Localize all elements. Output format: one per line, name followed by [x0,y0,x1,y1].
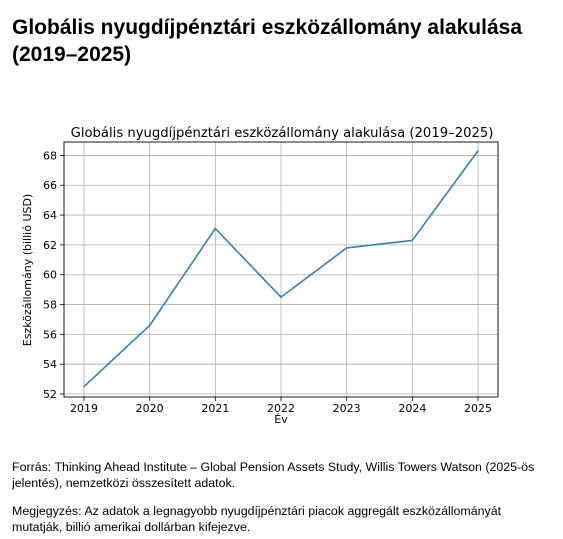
y-tick-label: 54 [43,358,57,371]
data-point [83,385,85,388]
page-heading: Globális nyugdíjpénztári eszközállomány … [12,14,552,68]
remark-note: Megjegyzés: Az adatok a legnagyobb nyugd… [12,504,502,534]
data-point [345,247,348,249]
data-point [411,239,414,242]
y-tick-label: 68 [43,149,57,162]
y-tick-label: 56 [43,328,57,341]
series-layer [83,150,479,388]
page-heading-line1: Globális nyugdíjpénztári eszközállomány … [12,16,522,39]
grid-lines [64,142,498,397]
x-tick-label: 2024 [398,402,426,415]
axis-ticks: 2019 2020 2021 2022 2023 2024 2025 52 54 56 58 60 62… [43,149,492,415]
y-tick-label: 58 [43,299,57,312]
y-axis-label: Eszközállomány (billió USD) [21,194,34,346]
x-axis-label: Év [274,413,288,426]
x-tick-label: 2022 [267,402,295,415]
y-tick-label: 66 [43,179,57,192]
data-point [148,324,151,327]
data-point [477,150,479,152]
data-point [214,227,217,230]
chart-title: Globális nyugdíjpénztári eszközállomány … [71,125,494,141]
line-chart: Globális nyugdíjpénztári eszközállomány … [21,125,499,426]
page-heading-line2: (2019–2025) [12,43,132,66]
y-tick-label: 62 [43,239,57,252]
x-tick-label: 2019 [70,402,98,415]
x-tick-label: 2025 [464,402,492,415]
data-point [280,296,282,298]
x-tick-label: 2021 [201,402,229,415]
x-tick-label: 2023 [333,402,361,415]
source-note: Forrás: Thinking Ahead Institute – Globa… [12,460,535,490]
y-tick-label: 64 [43,209,57,222]
y-tick-label: 60 [43,269,57,282]
y-tick-label: 52 [43,388,57,401]
x-tick-label: 2020 [136,402,164,415]
